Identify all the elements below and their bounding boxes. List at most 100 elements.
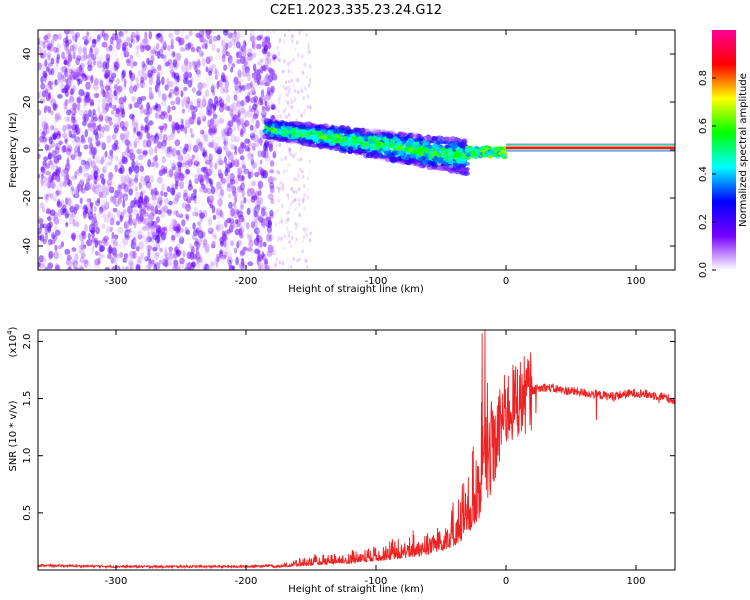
spectrum-cell xyxy=(267,67,273,73)
spectrum-cell xyxy=(105,45,110,52)
spectrum-cell xyxy=(392,136,399,142)
spectrum-cell xyxy=(95,92,100,98)
spectrum-cell xyxy=(232,33,238,39)
spectrum-cell xyxy=(239,184,243,193)
spectrum-cell xyxy=(308,49,311,54)
spectrum-cell xyxy=(231,144,235,151)
spectrum-cell xyxy=(409,158,415,164)
x-tick-label: -200 xyxy=(235,276,258,287)
spectrum-cell xyxy=(247,73,251,82)
spectrum-cell xyxy=(149,212,155,221)
spectrum-cell xyxy=(41,47,48,56)
spectrum-cell xyxy=(78,109,85,116)
spectrum-cell xyxy=(309,80,312,85)
spectrum-cell xyxy=(108,44,113,52)
spectrum-cell xyxy=(278,260,282,265)
x-tick-label: -300 xyxy=(105,576,128,587)
spectrum-cell xyxy=(220,86,226,94)
spectrum-cell xyxy=(139,196,144,203)
spectrum-cell xyxy=(128,113,135,120)
spectrum-cell xyxy=(303,192,306,197)
spectrum-cell xyxy=(63,30,70,35)
spectrum-cell xyxy=(238,72,242,82)
spectrum-cell xyxy=(175,149,181,156)
spectrum-cell xyxy=(206,105,212,113)
spectrum-cell xyxy=(91,246,95,255)
spectrum-cell xyxy=(200,246,204,253)
spectrum-cell xyxy=(106,225,110,235)
spectrum-cell xyxy=(78,46,83,55)
spectrum-cell xyxy=(232,202,236,207)
spectrum-cell xyxy=(217,79,223,88)
spectrum-cell xyxy=(451,167,457,172)
spectrum-cell xyxy=(230,222,235,230)
spectrum-cell xyxy=(117,210,121,219)
spectrum-cell xyxy=(87,205,92,214)
spectrum-cell xyxy=(169,69,175,75)
spectrum-cell xyxy=(100,141,105,150)
colorbar-label: Normalized spectral amplitude xyxy=(738,73,749,227)
spectrum-cell xyxy=(199,50,204,56)
spectrum-cell xyxy=(185,154,191,163)
spectrum-cell xyxy=(71,34,78,41)
spectrum-cell xyxy=(258,183,262,192)
spectrum-cell xyxy=(107,154,111,162)
spectrum-cell xyxy=(92,122,97,131)
spectrum-cell xyxy=(67,49,72,56)
spectrum-cell xyxy=(217,198,223,207)
spectrum-cell xyxy=(280,125,285,130)
spectrum-cell xyxy=(85,35,90,40)
spectrum-cell xyxy=(140,74,145,79)
spectrum-cell xyxy=(362,135,368,140)
spectrum-cell xyxy=(177,264,181,270)
spectrum-cell xyxy=(211,69,216,75)
spectrum-cell xyxy=(114,164,118,172)
spectrum-cell xyxy=(287,195,290,200)
spectrum-cell xyxy=(235,58,240,64)
spectrum-cell xyxy=(186,96,191,105)
spectrum-cell xyxy=(71,45,75,54)
spectrum-cell xyxy=(52,35,58,43)
snr-frame xyxy=(37,329,676,571)
spectrum-cell xyxy=(124,229,130,238)
spectrum-cell xyxy=(192,61,198,70)
spectrum-cell xyxy=(47,80,54,86)
spectrum-cell xyxy=(214,136,219,146)
spectrum-cell xyxy=(115,119,119,127)
spectrum-cell xyxy=(45,84,51,92)
spectrum-cell xyxy=(95,184,102,189)
spectrum-cell xyxy=(100,115,107,121)
spectrum-cell xyxy=(236,239,243,247)
spectrum-cell xyxy=(257,180,264,189)
spectrum-cell xyxy=(304,125,311,131)
spectrum-cell xyxy=(48,96,54,104)
spectrum-cell xyxy=(174,194,180,202)
spectrum-cell xyxy=(104,266,111,270)
spectrum-cell xyxy=(164,123,168,129)
spectrum-cell xyxy=(218,154,222,163)
spectrum-cell xyxy=(191,261,197,268)
spectrum-cell xyxy=(72,218,76,228)
spectrum-cell xyxy=(78,244,85,250)
spectrum-cell xyxy=(151,135,156,143)
spectrum-cell xyxy=(112,104,116,111)
spectrum-cell xyxy=(295,237,298,242)
spectrum-cell xyxy=(88,142,94,150)
spectrum-cell xyxy=(254,248,260,255)
spectrum-cell xyxy=(87,57,93,62)
spectrum-cell xyxy=(74,136,81,143)
spectrum-cell xyxy=(73,262,80,268)
spectrum-cell xyxy=(386,152,392,157)
spectrum-cell xyxy=(179,75,185,81)
spectrum-cell xyxy=(87,123,93,128)
spectrum-cell xyxy=(181,64,186,73)
spectrum-cell xyxy=(173,220,178,227)
spectrum-cell xyxy=(190,46,196,53)
spectrum-cell xyxy=(75,118,82,124)
spectrum-cell xyxy=(250,31,257,37)
spectrum-cell xyxy=(82,46,87,54)
spectrum-cell xyxy=(47,105,52,113)
spectrum-cell xyxy=(171,148,177,157)
spectrum-cell xyxy=(232,190,237,197)
spectrum-cell xyxy=(195,246,199,255)
